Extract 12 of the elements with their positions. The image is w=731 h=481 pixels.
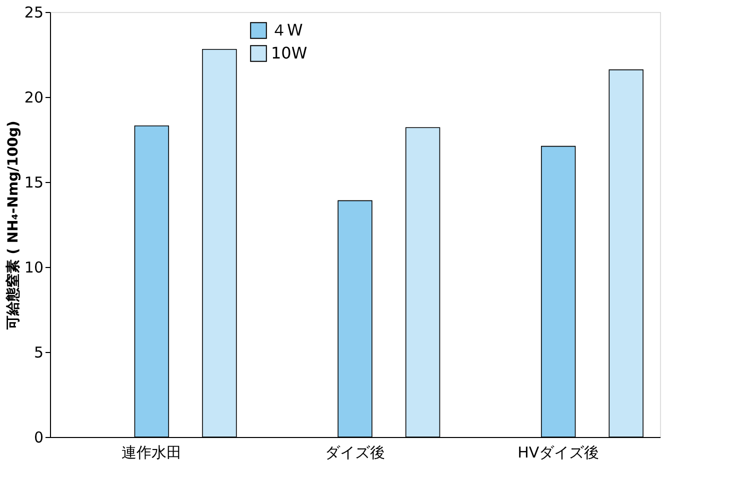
y-axis-title: 可給態窒素 ( NH₄-Nmg/100g) (4, 120, 22, 330)
y-tick-label: 0 (34, 428, 44, 446)
x-tick-label: HVダイズ後 (518, 444, 600, 462)
x-tick-label: ダイズ後 (325, 444, 385, 462)
x-tick-label: 連作水田 (122, 444, 182, 462)
y-tick-label: 25 (24, 4, 44, 22)
y-tick-label: 5 (34, 344, 44, 362)
legend-label: 10W (271, 44, 308, 62)
y-tick-label: 20 (24, 88, 44, 106)
legend-label: ４W (271, 20, 303, 40)
y-tick-label: 15 (24, 174, 44, 192)
y-tick-label: 10 (24, 258, 44, 276)
